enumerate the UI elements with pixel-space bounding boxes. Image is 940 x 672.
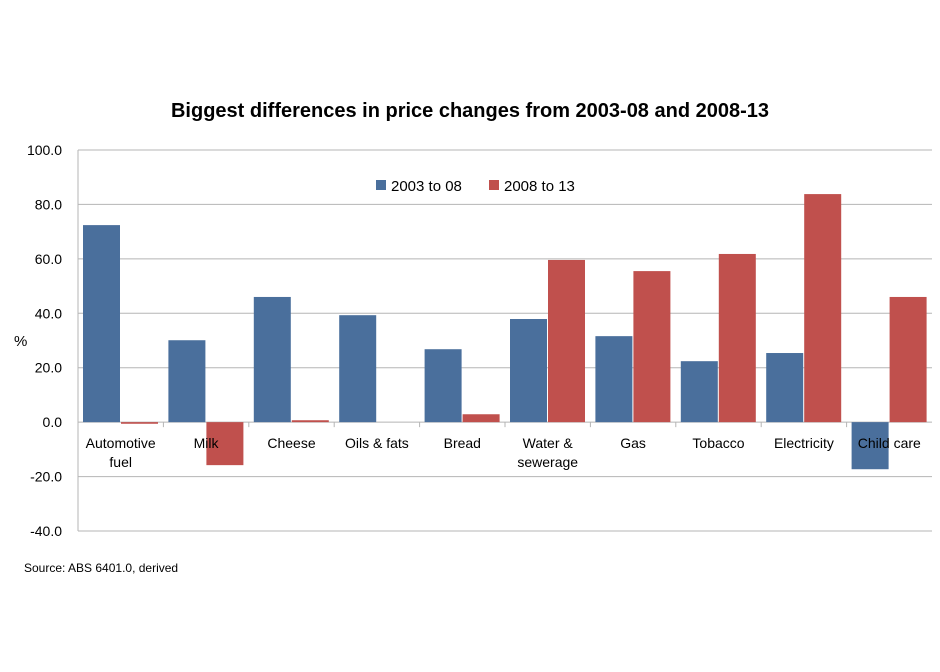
bar-2008-13 [633,271,671,423]
bar-2003-08 [680,361,718,423]
bar-2008-13 [548,259,585,423]
bar-2003-08 [851,422,889,470]
bar-2003-08 [766,353,804,423]
x-category-label: Water & [523,435,574,451]
x-category-label: Tobacco [692,435,744,451]
bar-2003-08 [510,319,547,423]
bar-2003-08 [168,340,206,423]
legend-swatch [489,180,499,190]
x-category-label: Milk [194,435,220,451]
source-note: Source: ABS 6401.0, derived [24,561,179,575]
x-category-label: Oils & fats [345,435,409,451]
x-category-label: fuel [109,454,132,470]
y-tick-label: 80.0 [35,196,62,212]
bar-2008-13 [718,253,756,423]
bar-2003-08 [83,225,120,423]
y-tick-label: 20.0 [35,360,62,376]
y-tick-label: 60.0 [35,251,62,267]
bar-2003-08 [424,349,462,423]
y-tick-label: -40.0 [30,523,62,539]
x-category-label: Child care [858,435,921,451]
y-axis-label: % [14,333,27,350]
bar-2008-13 [291,420,329,423]
x-category-label: Electricity [774,435,834,451]
y-tick-label: -20.0 [30,469,62,485]
chart-title: Biggest differences in price changes fro… [170,100,770,122]
bar-2008-13 [206,422,244,466]
bar-2003-08 [339,315,377,423]
legend-label: 2003 to 08 [391,178,462,195]
legend-swatch [376,180,386,190]
y-tick-label: 100.0 [27,142,62,158]
x-category-label: Bread [444,435,481,451]
bar-2008-13 [121,422,158,424]
bar-2008-13 [804,194,842,423]
bar-2003-08 [595,336,633,423]
bar-2003-08 [253,296,291,423]
bar-2008-13 [889,296,927,423]
legend-label: 2008 to 13 [504,178,575,195]
x-category-label: Automotive [86,435,156,451]
x-category-label: Cheese [267,435,315,451]
x-category-label: sewerage [517,454,578,470]
y-tick-label: 0.0 [43,414,63,430]
y-tick-label: 40.0 [35,305,62,321]
bar-2008-13 [462,414,500,423]
x-category-label: Gas [620,435,646,451]
